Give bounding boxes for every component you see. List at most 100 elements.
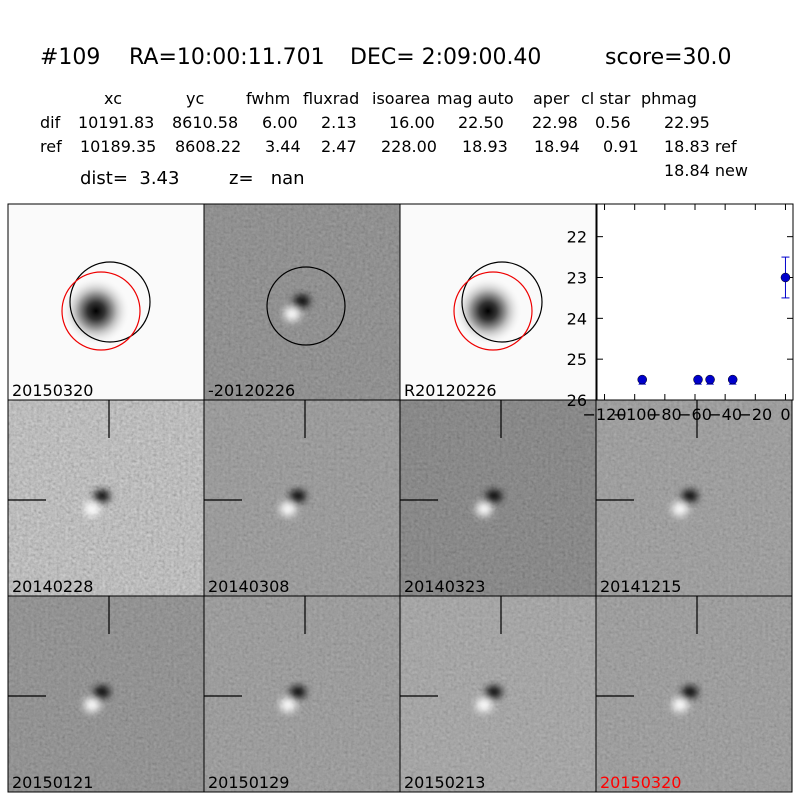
object-id: #109 [40,45,100,70]
stamp-frame [595,595,793,793]
y-tick-label: 22 [567,228,587,247]
x-tick-label: −20 [738,405,772,424]
stamp-image [400,596,596,792]
dipole-pos [280,502,296,516]
dist: dist= 3.43 [80,168,179,189]
stamp-label: 20140323 [404,577,485,596]
dipole-pos [672,502,688,516]
stamp-label: 20150121 [12,773,93,792]
x-tick-label: −100 [613,405,657,424]
ra: RA=10:00:11.701 [129,45,325,70]
table-cell: 228.00 [381,137,437,156]
table-cell: 10189.35 [80,137,156,156]
table-cell: 2.13 [321,113,357,132]
dipole-pos [84,502,100,516]
table-cell: 18.94 [534,137,580,156]
point [727,374,738,385]
stamp-label: 20140228 [12,577,93,596]
dipole-neg [682,490,698,502]
dipole-neg [294,295,310,307]
y-tick-label: 24 [567,309,587,328]
stamp: 20140228 [7,399,205,597]
dipole-neg [94,490,110,502]
stamp-image [400,400,596,596]
stamp: 20150129 [203,595,401,793]
table-cell: 18.83 ref [664,137,737,156]
stamp-image [400,204,596,400]
score: score=30.0 [605,45,732,70]
table-cell: 22.95 [664,113,710,132]
point [780,272,791,283]
column-header: isoarea [372,89,430,108]
light-curve: 22 23 24 25 26−120−100−80−60−40−20 0 [567,203,794,424]
dipole-neg [94,686,110,698]
dipole-neg [486,490,502,502]
stamp-image [596,596,792,792]
stamp: 20141215 [595,399,793,597]
column-header: aper [533,89,570,108]
dipole-pos [476,698,492,712]
dipole-neg [290,490,306,502]
x-tick-label: −80 [648,405,682,424]
stamp-image [204,204,400,400]
stamp-image [8,204,204,400]
aperture-ref [453,271,533,351]
stamp-grid: 20150320 -20120226 R20120226 20140228 201403… [7,203,793,793]
aperture-ref [61,271,141,351]
stamp: 20140323 [399,399,597,597]
aperture [461,261,543,343]
table-cell: 16.00 [389,113,435,132]
dipole-pos [672,698,688,712]
table-cell: 22.50 [458,113,504,132]
column-header: mag auto [437,89,514,108]
stamp-image [8,400,204,596]
dipole-neg [290,686,306,698]
plot-area [596,203,794,401]
table-cell: 10191.83 [78,113,154,132]
stamp: 20150320 [595,595,793,793]
stamp-label: R20120226 [404,381,497,400]
x-tick-label: −60 [678,405,712,424]
dipole-pos [84,698,100,712]
stamp-label: -20120226 [208,381,295,400]
column-header: fluxrad [303,89,359,108]
dipole-pos [280,698,296,712]
stamp: R20120226 [399,203,597,401]
redshift: z= nan [229,168,305,189]
column-header: yc [186,89,204,108]
phmag-new: 18.84 new [664,161,748,180]
table-cell: ref [40,137,62,156]
dipole-neg [486,686,502,698]
stamp-label: 20150213 [404,773,485,792]
x-tick-label: 0 [780,405,790,424]
y-tick-label: 25 [567,350,587,369]
x-tick-label: −120 [583,405,627,424]
stamp: 20150213 [399,595,597,793]
stamp-label: 20150320 [12,381,93,400]
point [693,374,703,385]
table-cell: 18.93 [462,137,508,156]
stamp-image [596,400,792,596]
table-cell: 0.91 [603,137,639,156]
dipole-neg [682,686,698,698]
stamp-label: 20140308 [208,577,289,596]
column-header: fwhm [246,89,290,108]
table-cell: 8610.58 [172,113,238,132]
table-cell: 22.98 [532,113,578,132]
stamp-label: 20150129 [208,773,289,792]
column-header: cl star [581,89,631,108]
aperture [69,261,151,343]
dipole-pos [476,502,492,516]
point [705,374,715,385]
table-cell: 3.44 [265,137,301,156]
point [637,374,647,385]
x-tick-label: −40 [708,405,742,424]
y-tick-label: 23 [567,269,587,288]
stamp-label: 20141215 [600,577,681,596]
aperture [266,266,346,346]
stamp: -20120226 [203,203,401,401]
table-cell: 6.00 [262,113,298,132]
table-cell: 8608.22 [175,137,241,156]
stamp-image [204,400,400,596]
